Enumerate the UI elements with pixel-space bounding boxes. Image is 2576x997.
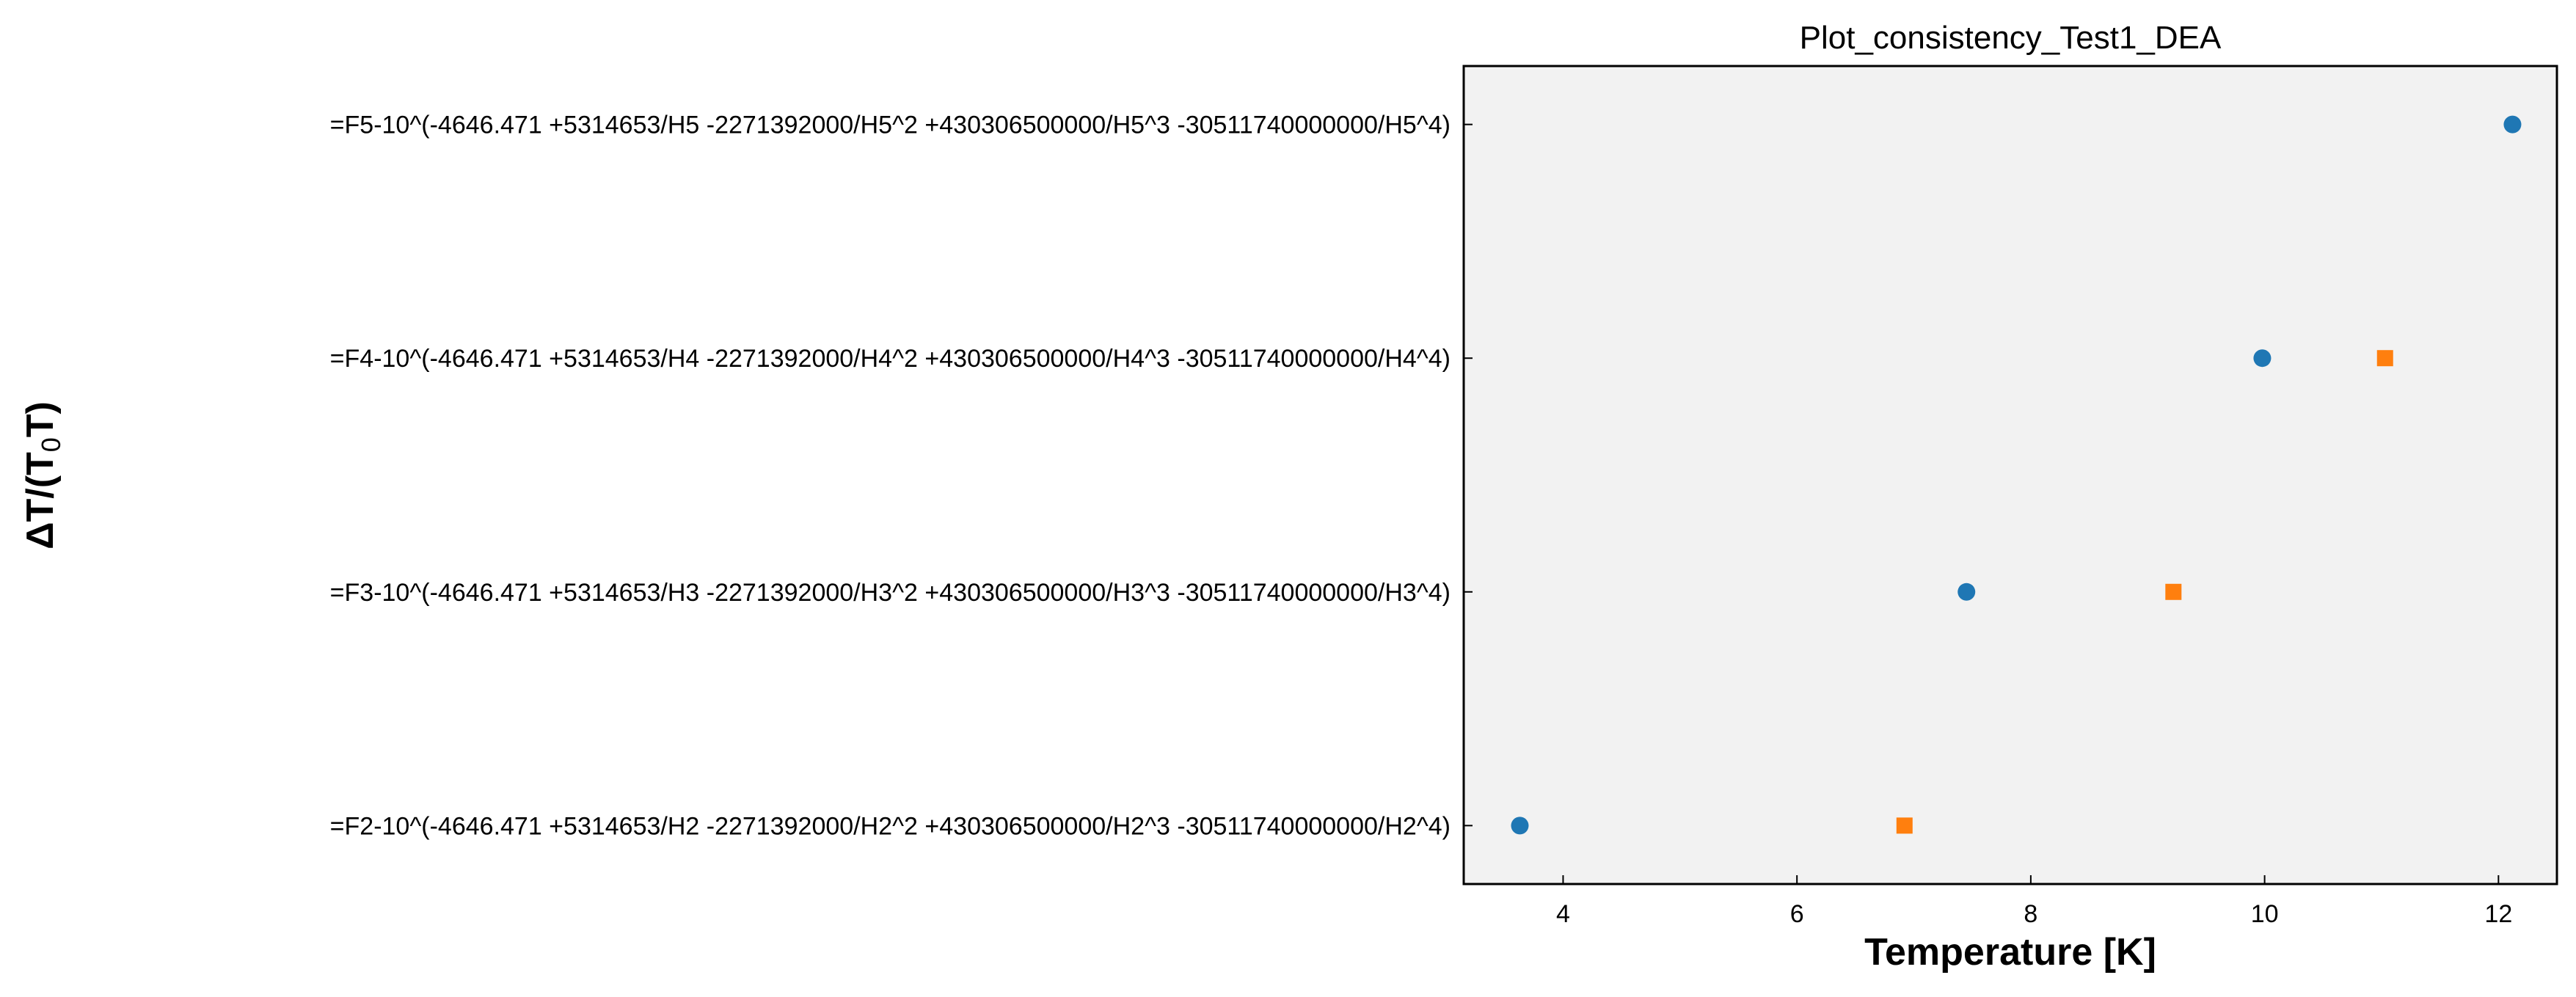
x-tick-label: 4	[1556, 900, 1570, 928]
y-axis-label: ΔT/(T0T)	[19, 401, 66, 549]
data-point-series-1	[2253, 349, 2272, 368]
data-point-series-2	[2376, 350, 2393, 367]
y-tick-labels: =F2-10^(-4646.471 +5314653/H2 -227139200…	[330, 112, 1451, 841]
data-point-series-1	[1511, 817, 1529, 835]
x-tick-label: 10	[2251, 900, 2279, 928]
x-tick-label: 8	[2024, 900, 2037, 928]
x-tick-label: 12	[2484, 900, 2512, 928]
data-point-series-1	[2503, 115, 2522, 134]
x-axis-label: Temperature [K]	[1864, 931, 2156, 974]
data-points	[1511, 115, 2522, 835]
y-tick-label: =F4-10^(-4646.471 +5314653/H4 -227139200…	[330, 345, 1451, 373]
x-tick-label: 6	[1790, 900, 1804, 928]
x-tick-labels: 4 6 8 10 12	[1556, 900, 2512, 928]
y-tick-label: =F5-10^(-4646.471 +5314653/H5 -227139200…	[330, 112, 1451, 139]
axis-ticks	[1464, 123, 2500, 884]
y-axis-label-main: ΔT/(T	[19, 452, 62, 549]
y-tick-label: =F2-10^(-4646.471 +5314653/H2 -227139200…	[330, 812, 1451, 840]
plot-area-frame	[1462, 65, 2558, 885]
data-point-series-1	[1957, 583, 1976, 601]
y-axis-label-subscript: 0	[36, 437, 66, 452]
y-tick-label: =F3-10^(-4646.471 +5314653/H3 -227139200…	[330, 579, 1451, 607]
plot-area-background	[1464, 66, 2557, 884]
data-point-series-2	[2165, 583, 2182, 600]
chart-title: Plot_consistency_Test1_DEA	[1800, 20, 2222, 56]
y-axis-label-end: T)	[19, 401, 62, 437]
data-point-series-2	[1896, 817, 1913, 834]
